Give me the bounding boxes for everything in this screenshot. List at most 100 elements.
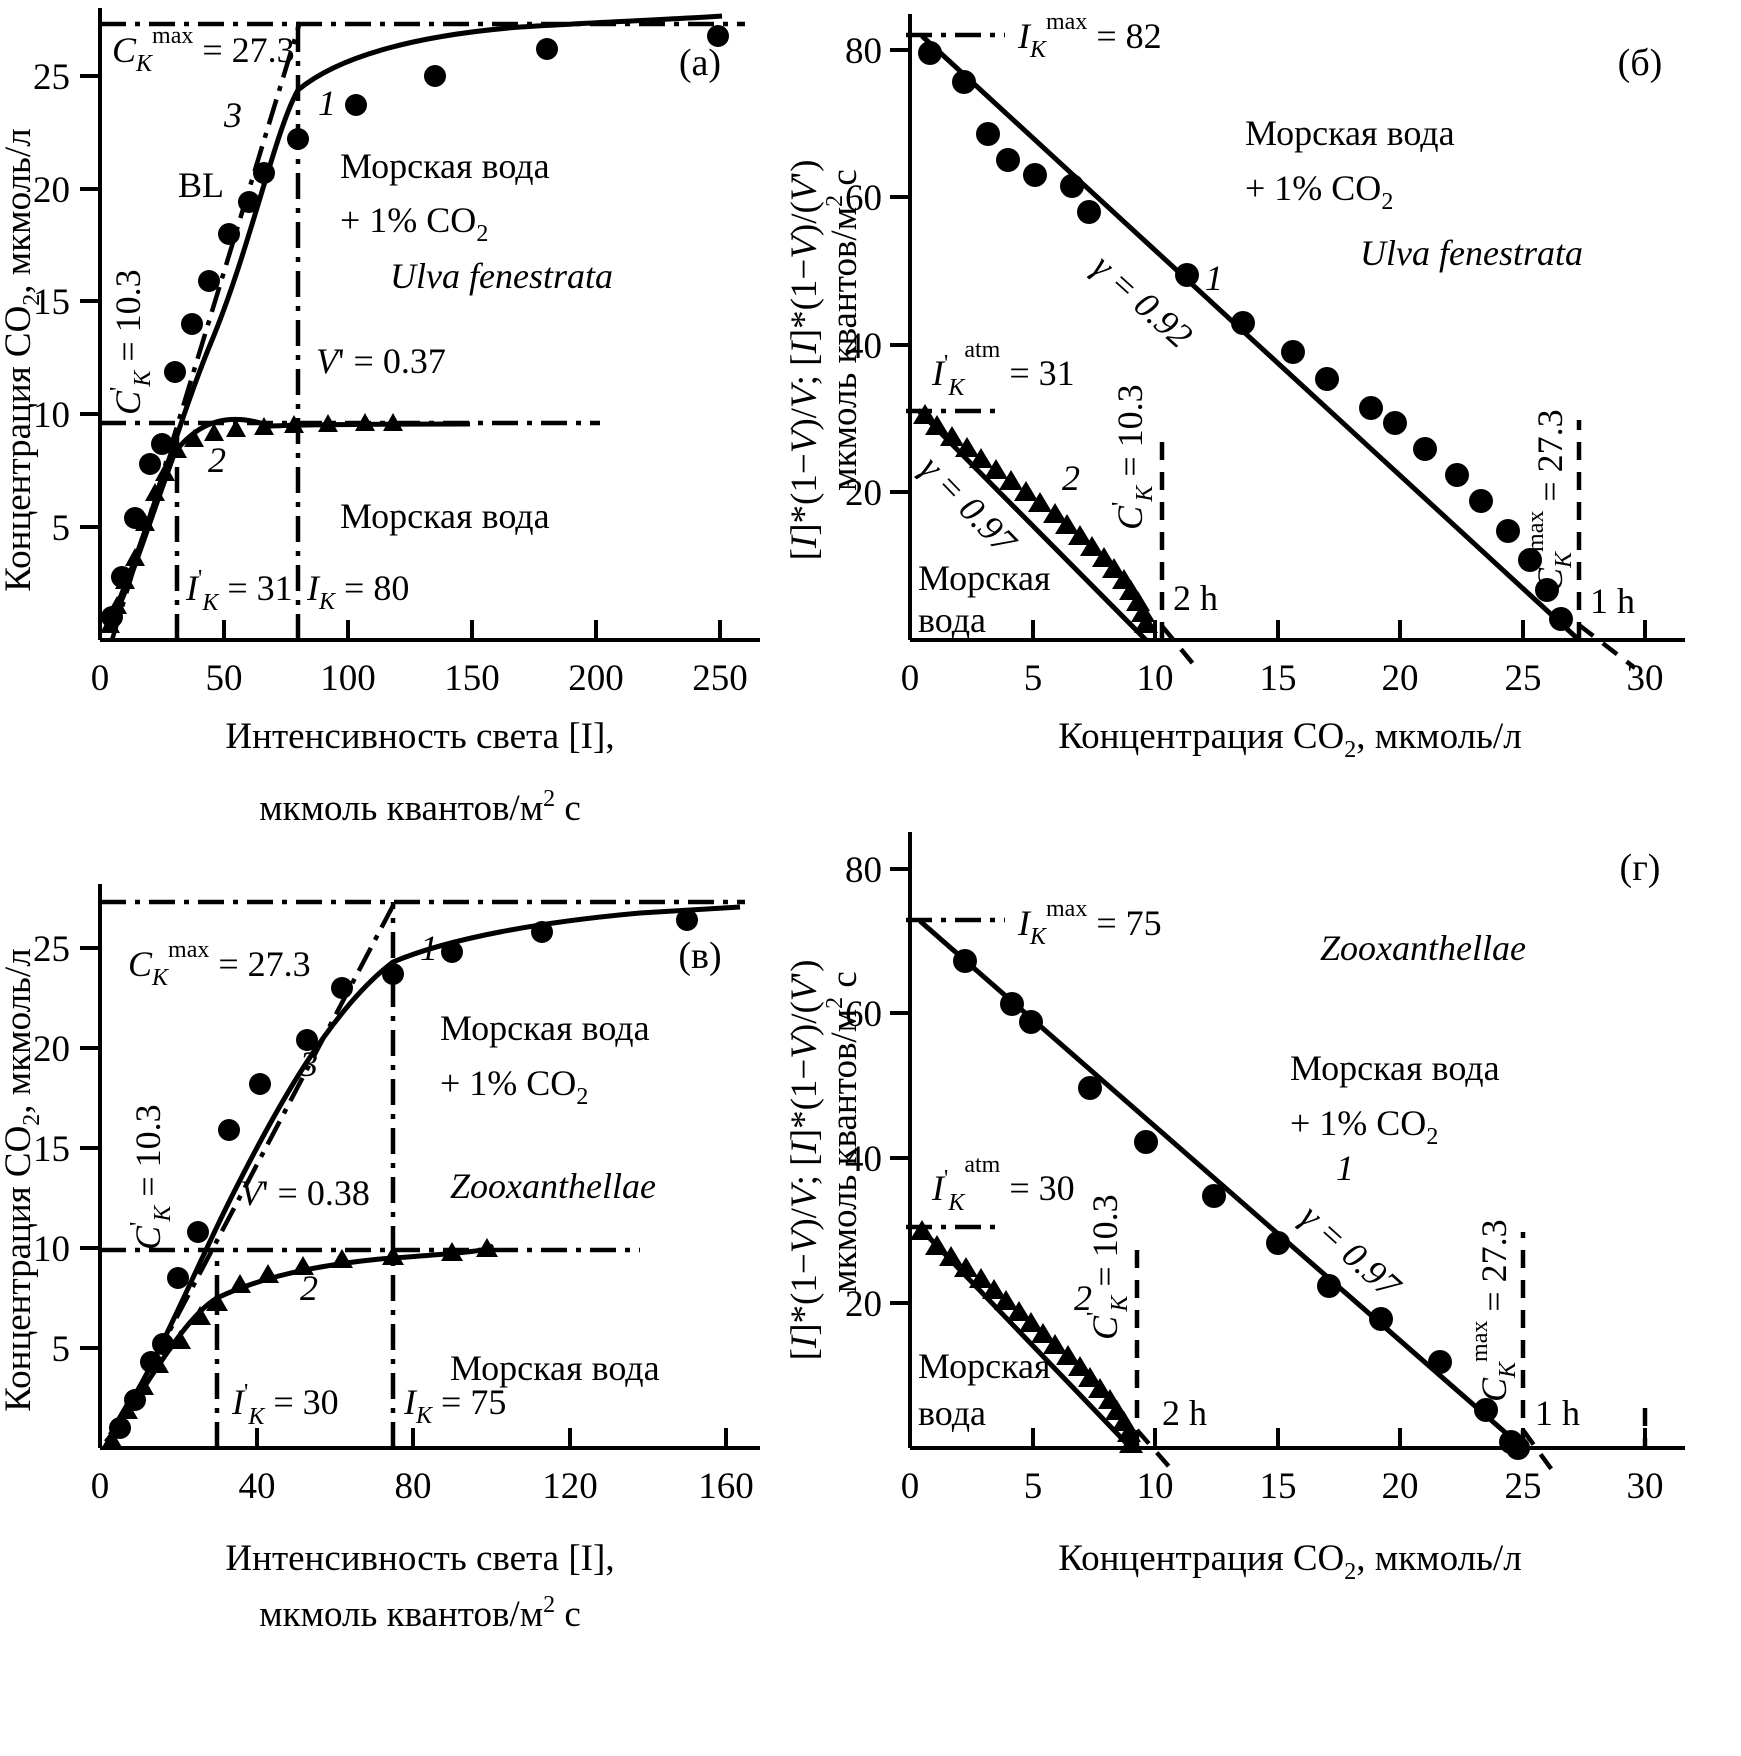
curve-2-label-d: 2 <box>1074 1278 1092 1318</box>
series-1-d <box>918 919 1530 1460</box>
series-2-d <box>910 1220 1143 1453</box>
y-tick-label: 5 <box>52 508 71 549</box>
species-label-c: Zooxanthellae <box>450 1166 656 1206</box>
y-tick-label: 20 <box>33 170 70 211</box>
x-tick-label: 25 <box>1505 658 1542 699</box>
medium-label-b-3: Морская <box>918 558 1051 598</box>
gamma-1-label-b: γ = 0.92 <box>1085 246 1201 356</box>
y-tick-label: 10 <box>33 395 70 436</box>
y-axis-title-d-line2: мкмоль квантов/м2 с <box>822 971 865 1293</box>
x-axis-title-b: Концентрация CO2, мкмоль/л <box>1058 716 1521 763</box>
panel-d: 0 5 10 15 20 25 30 20 40 60 <box>784 780 1741 1756</box>
medium-label-c-1: Морская вода <box>440 1008 650 1048</box>
series-1-a <box>101 13 729 628</box>
ik-prime-label-c: I'K = 30 <box>231 1380 339 1430</box>
ck-prime-label-c: C'K = 10.3 <box>126 1104 176 1250</box>
x-tick-label: 25 <box>1505 1466 1542 1507</box>
y-axis-title-c: Концентрация CO2, мкмоль/л <box>0 948 45 1411</box>
axes-c: 0 40 80 120 160 5 10 15 20 <box>33 884 760 1507</box>
y-tick-label: 10 <box>33 1229 70 1270</box>
v-prime-label-a: V' = 0.37 <box>316 341 446 381</box>
ik-prime-atm-label-d: I'Katm = 30 <box>931 1152 1075 1216</box>
x-tick-label: 100 <box>320 658 376 699</box>
x-axis-title-c-line2: мкмоль квантов/м2 с <box>259 1592 581 1635</box>
medium-label-d-1: Морская вода <box>1290 1048 1500 1088</box>
x-ticks-a <box>98 620 722 640</box>
ck-max-label-b: CKmax = 27.3 <box>1523 409 1577 592</box>
y-tick-label: 60 <box>845 994 882 1035</box>
annotations-a: CKmax = 27.3 1 3 BL Морская вода + 1% CO… <box>106 23 721 616</box>
series-2-a <box>100 413 471 633</box>
ik-max-label-b: IKmax = 82 <box>1017 9 1162 63</box>
annotations-d: IKmax = 75 I'Katm = 30 γ = 0.97 1 2 C'K … <box>918 847 1660 1433</box>
medium-label-b-4: вода <box>918 600 986 640</box>
x-tick-label: 40 <box>239 1466 276 1507</box>
panel-a: 0 50 100 150 200 250 5 10 <box>0 0 790 780</box>
x-tick-label: 0 <box>91 1466 110 1507</box>
x-tick-label: 5 <box>1024 1466 1043 1507</box>
x-axis-title-a-line1: Интенсивность света [I], <box>225 716 614 757</box>
medium-label-c-3: Морская вода <box>450 1348 660 1388</box>
axes-a: 0 50 100 150 200 250 5 10 <box>33 8 760 699</box>
axes-b: 0 5 10 15 20 25 30 20 40 60 <box>845 14 1685 699</box>
ck-prime-label-a: C'K = 10.3 <box>106 269 156 415</box>
y-tick-label: 80 <box>845 850 882 891</box>
y-axis-title-d-line1: [I]*(1−V)/V; [I]*(1−V)/(V') <box>784 960 825 1361</box>
ik-label-a: IK = 80 <box>306 568 409 615</box>
y-tick-label: 15 <box>33 1129 70 1170</box>
x-tick-label: 15 <box>1260 658 1297 699</box>
curve-1-label-a: 1 <box>318 83 336 123</box>
x-tick-label: 15 <box>1260 1466 1297 1507</box>
ik-prime-label-a: I'K = 31 <box>185 566 293 616</box>
y-tick-label: 40 <box>845 1139 882 1180</box>
y-tick-label: 40 <box>845 326 882 367</box>
x-tick-labels-b: 0 5 10 15 20 25 30 <box>901 658 1664 699</box>
ik-label-c: IK = 75 <box>403 1382 506 1429</box>
y-tick-label: 15 <box>33 282 70 323</box>
ck-max-label-a: CKmax = 27.3 <box>112 23 295 77</box>
axes-d: 0 5 10 15 20 25 30 20 40 60 <box>845 832 1685 1507</box>
x-tick-labels-c: 0 40 80 120 160 <box>91 1466 754 1507</box>
x-tick-label: 0 <box>901 1466 920 1507</box>
panel-label-b: (б) <box>1618 42 1663 84</box>
x-axis-title-d: Концентрация CO2, мкмоль/л <box>1058 1538 1521 1585</box>
x-tick-label: 10 <box>1137 1466 1174 1507</box>
y-axis-title-b-line2: мкмоль квантов/м2 с <box>822 169 865 491</box>
species-label-a: Ulva fenestrata <box>390 256 613 296</box>
annotations-b: IKmax = 82 I'Katm = 31 γ = 0.92 γ = 0.97… <box>912 9 1662 640</box>
x-tick-label: 160 <box>698 1466 754 1507</box>
x-tick-label: 20 <box>1382 658 1419 699</box>
series-2-b <box>913 404 1158 642</box>
x-tick-label: 200 <box>568 658 624 699</box>
y-tick-label: 60 <box>845 178 882 219</box>
species-label-b: Ulva fenestrata <box>1360 233 1583 273</box>
ck-max-label-d: CKmax = 27.3 <box>1467 1219 1521 1402</box>
x-tick-label: 10 <box>1137 658 1174 699</box>
medium-label-b-1: Морская вода <box>1245 113 1455 153</box>
ik-prime-atm-label-b: I'Katm = 31 <box>931 337 1075 401</box>
curve-1-label-c: 1 <box>420 928 438 968</box>
one-hour-label-b: 1 h <box>1590 581 1635 621</box>
annotations-c: CKmax = 27.3 1 3 Морская вода + 1% CO2 Z… <box>126 928 722 1430</box>
y-tick-label: 25 <box>33 929 70 970</box>
x-tick-label: 30 <box>1627 1466 1664 1507</box>
ck-prime-label-d: C'K = 10.3 <box>1083 1194 1133 1340</box>
x-tick-label: 250 <box>692 658 748 699</box>
gamma-1-label-d: γ = 0.97 <box>1293 1196 1410 1307</box>
medium-label-c-2: + 1% CO2 <box>440 1063 588 1110</box>
one-hour-tail-b <box>1577 623 1637 670</box>
x-tick-label: 0 <box>91 658 110 699</box>
curve-2-label-c: 2 <box>300 1268 318 1308</box>
panel-c: мкмоль квантов/м2 с 0 40 80 120 <box>0 780 790 1756</box>
two-hour-tail-b <box>1160 624 1196 667</box>
species-label-d: Zooxanthellae <box>1320 928 1526 968</box>
two-hour-tail-d <box>1135 1428 1174 1472</box>
one-hour-tail-d <box>1521 1428 1554 1472</box>
y-ticks-b <box>890 48 910 494</box>
x-tick-labels-d: 0 5 10 15 20 25 30 <box>901 1466 1664 1507</box>
gamma-2-label-b: γ = 0.97 <box>912 448 1025 563</box>
y-tick-label: 80 <box>845 31 882 72</box>
y-tick-labels-a: 5 10 15 20 25 <box>33 57 70 549</box>
curve-3-label-c: 3 <box>299 1044 318 1084</box>
